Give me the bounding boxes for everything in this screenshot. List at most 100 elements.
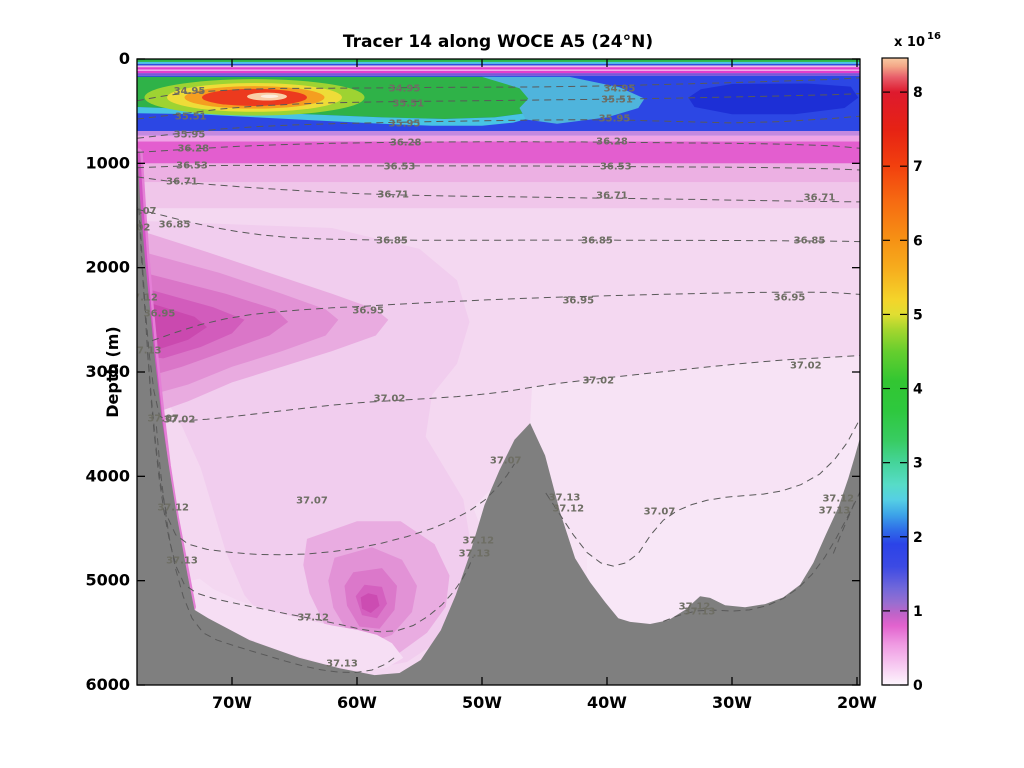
contour-label: 34.95 — [604, 84, 636, 95]
contour-line-34.95 — [137, 77, 860, 102]
contour-line-37.07 — [545, 418, 860, 567]
contour-label: 36.85 — [581, 236, 613, 247]
contour-label: 35.51 — [175, 112, 207, 123]
contour-label: 35.95 — [389, 119, 421, 130]
bathymetry — [137, 145, 860, 685]
green-band-surface — [137, 59, 860, 62]
colorbar-swatch — [882, 58, 908, 685]
contour-line-35.95 — [137, 115, 860, 139]
contour-label: 34.95 — [174, 86, 206, 97]
seafloor-topography — [137, 145, 860, 685]
y-tick-label: 1000 — [85, 153, 130, 172]
contour-label: 36.85 — [376, 236, 408, 247]
cyan-band-surface — [137, 61, 860, 64]
x-tick-label: 60W — [337, 693, 377, 712]
colorbar-tick-label: 8 — [913, 85, 923, 101]
colorbar-tick-label: 3 — [913, 456, 923, 472]
colorbar-exponent: x 10 16 — [894, 31, 941, 50]
west-floor-light — [190, 578, 404, 672]
contour-line-37.13 — [832, 499, 857, 554]
colorbar-frame — [881, 57, 909, 686]
x-tick-label: 40W — [587, 693, 627, 712]
contour-label: 37.12 — [552, 504, 584, 515]
contour-label: 37.13 — [326, 659, 358, 670]
contour-label: 37.02 — [790, 361, 822, 372]
deep-blue-core-east — [688, 83, 859, 115]
contour-label: 37.13 — [459, 549, 491, 560]
purple-band — [137, 73, 860, 76]
contour-line-36.71 — [137, 176, 860, 203]
blue-band-surface — [137, 63, 860, 66]
contour-label: 36.53 — [384, 162, 416, 173]
contour-line-36.28 — [137, 141, 860, 153]
contour-label: 35.51 — [392, 99, 424, 110]
colorbar-tick-label: 4 — [913, 382, 923, 398]
contour-label: 37.07 — [147, 414, 179, 425]
contour-label: 37.02 — [119, 223, 151, 234]
x-tick-label: 30W — [712, 693, 752, 712]
contour-label: 37.02 — [374, 394, 406, 405]
contour-label: 36.71 — [166, 177, 198, 188]
contour-label: 37.12 — [822, 494, 854, 505]
contour-line-37.12 — [147, 353, 474, 633]
contour-label: 36.85 — [794, 236, 826, 247]
magenta-band-1 — [137, 67, 860, 70]
contour-label: 36.28 — [177, 144, 209, 155]
contour-label: 34.95 — [389, 84, 421, 95]
pink-band-1180-1430 — [137, 182, 860, 209]
contour-line-35.51 — [137, 93, 860, 120]
contour-label: 36.95 — [562, 296, 594, 307]
contour-label: 37.12 — [679, 602, 711, 613]
contour-label: 35.51 — [601, 95, 633, 106]
contour-line-36.53 — [137, 164, 860, 171]
magenta-band-2 — [137, 70, 860, 74]
colorbar-tick-label: 0 — [913, 678, 923, 694]
axes: 70W 60W 50W 40W 30W 20W 0 1000 2000 3000 4000 5000 6… — [85, 49, 877, 712]
contour-line-36.95 — [151, 291, 860, 342]
contour-label: 37.07 — [296, 496, 328, 507]
y-tick-label: 0 — [119, 49, 130, 68]
contour-label: 37.12 — [157, 503, 189, 514]
colorbar-exponent-base: x 10 — [894, 35, 925, 50]
contour-label: 35.95 — [174, 130, 206, 141]
contour-label: 36.95 — [144, 309, 176, 320]
contour-label: 37.07 — [644, 507, 676, 518]
deep-blob-core — [360, 593, 380, 613]
contour-label: 36.28 — [390, 138, 422, 149]
contour-label: 37.12 — [126, 293, 158, 304]
contour-label: 37.13 — [130, 346, 162, 357]
y-tick-label: 5000 — [85, 571, 130, 590]
contour-label: 36.53 — [176, 161, 208, 172]
magenta-band-790-1000 — [137, 141, 860, 164]
contour-label: 36.71 — [596, 191, 628, 202]
contour-label: 36.71 — [804, 193, 836, 204]
contour-label: 37.12 — [462, 536, 494, 547]
colorbar-tick-label: 6 — [913, 233, 923, 249]
contour-label: 37.13 — [166, 556, 198, 567]
colorbar-tick-label: 2 — [913, 530, 923, 546]
contour-label: 37.13 — [684, 607, 716, 618]
pink-band-735-790 — [137, 135, 860, 142]
y-tick-label: 2000 — [85, 258, 130, 277]
lavender-band-690-735 — [137, 130, 860, 136]
tongue-core — [147, 302, 207, 349]
contour-label: 37.13 — [549, 493, 581, 504]
pale-band-2 — [137, 69, 860, 71]
cyan-transition — [482, 76, 645, 124]
contour-label: 37.02 — [164, 415, 196, 426]
contour-line-37.02 — [139, 221, 860, 422]
x-tick-label: 50W — [462, 693, 502, 712]
colorbar-tick-label: 5 — [913, 307, 923, 323]
contour-label: 36.85 — [159, 220, 191, 231]
pale-band-1 — [137, 65, 860, 68]
contour-label: 37.07 — [490, 456, 522, 467]
contour-label: 36.95 — [774, 293, 806, 304]
pink-band-1000-1180 — [137, 163, 860, 183]
contour-label: 36.95 — [352, 306, 384, 317]
colorbar: 0 1 2 3 4 5 6 7 8 — [881, 57, 923, 694]
x-tick-label: 20W — [837, 693, 877, 712]
colorbar-exponent-power: 16 — [927, 31, 941, 42]
y-tick-label: 4000 — [85, 466, 130, 485]
contour-label: 36.53 — [600, 162, 632, 173]
